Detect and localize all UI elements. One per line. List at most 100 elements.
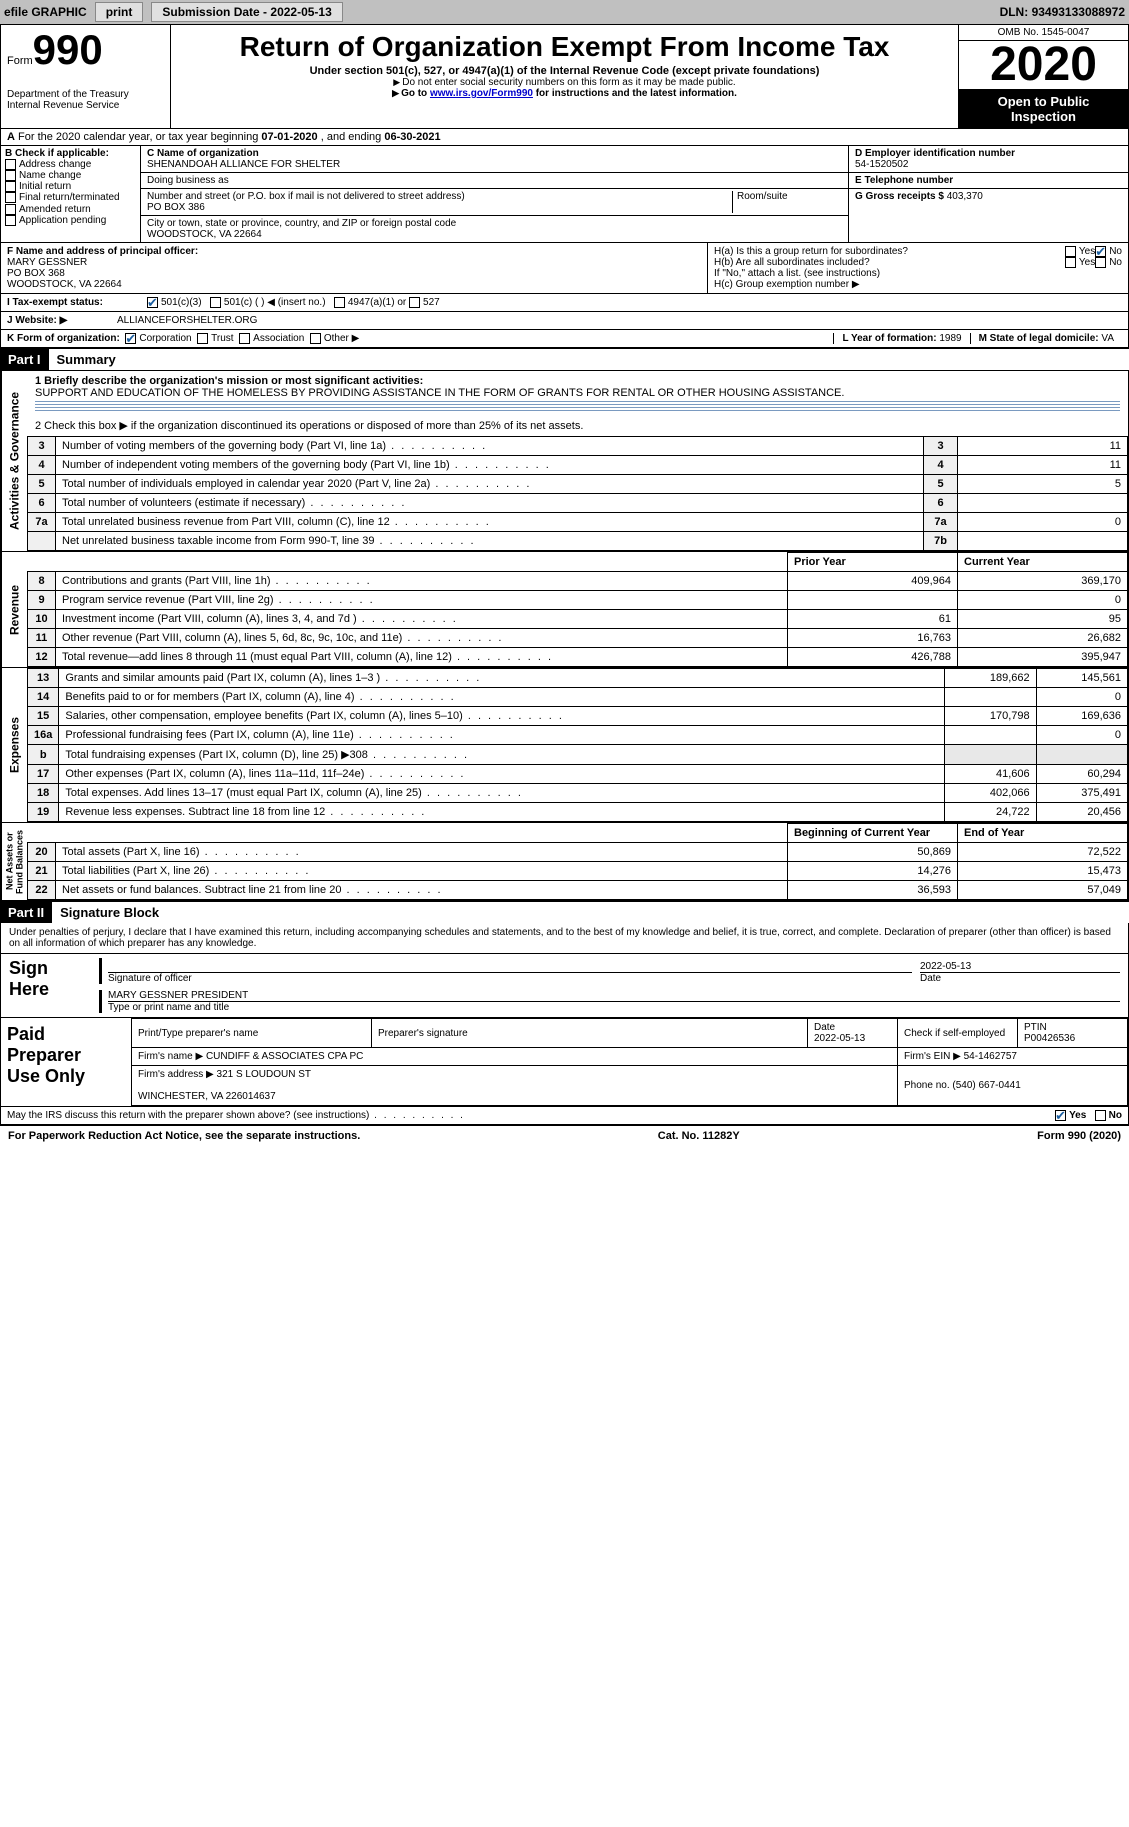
line-box: 4 [924, 456, 958, 475]
open-inspection: Open to Public Inspection [959, 90, 1128, 128]
line-desc: Total fundraising expenses (Part IX, col… [59, 745, 945, 765]
row-i: I Tax-exempt status: 501(c)(3) 501(c) ( … [0, 294, 1129, 312]
prior-val [945, 688, 1036, 707]
netassets-table: Beginning of Current Year End of Year 20… [27, 823, 1128, 900]
cb-527[interactable] [409, 297, 420, 308]
ein: 54-1520502 [855, 159, 1122, 170]
line-no: 3 [28, 437, 56, 456]
line-val [958, 532, 1128, 551]
prior-val: 189,662 [945, 669, 1036, 688]
signature-declaration: Under penalties of perjury, I declare th… [0, 923, 1129, 954]
cb-address-change[interactable] [5, 159, 16, 170]
org-street: PO BOX 386 [147, 202, 732, 213]
dln: DLN: 93493133088972 [1000, 5, 1125, 19]
col-c-org: C Name of organization SHENANDOAH ALLIAN… [141, 146, 848, 242]
line-val: 11 [958, 437, 1128, 456]
cb-name-change[interactable] [5, 170, 16, 181]
cb-amended[interactable] [5, 204, 16, 215]
org-name: SHENANDOAH ALLIANCE FOR SHELTER [147, 159, 842, 170]
line-no: 6 [28, 494, 56, 513]
curr-val: 60,294 [1036, 765, 1127, 784]
line-box: 5 [924, 475, 958, 494]
efile-topbar: efile GRAPHIC print Submission Date - 20… [0, 0, 1129, 24]
cb-assoc[interactable] [239, 333, 250, 344]
cb-may-yes[interactable] [1055, 1110, 1066, 1121]
prior-val: 24,722 [945, 803, 1036, 822]
line-desc: Contributions and grants (Part VIII, lin… [56, 572, 788, 591]
line-no: 17 [28, 765, 59, 784]
line-no: 11 [28, 629, 56, 648]
col-d-ein: D Employer identification number 54-1520… [848, 146, 1128, 242]
line-desc: Other revenue (Part VIII, column (A), li… [56, 629, 788, 648]
cb-ha-no[interactable] [1095, 246, 1106, 257]
prior-val: 409,964 [788, 572, 958, 591]
print-button[interactable]: print [95, 2, 144, 22]
form-subtitle: Under section 501(c), 527, or 4947(a)(1)… [177, 65, 952, 77]
note-goto: Go to www.irs.gov/Form990 for instructio… [177, 88, 952, 99]
row-k: K Form of organization: Corporation Trus… [0, 330, 1129, 348]
line-no: 5 [28, 475, 56, 494]
state-domicile: VA [1101, 333, 1114, 344]
officer-printed: MARY GESSNER PRESIDENT [108, 990, 1120, 1001]
part-ii-header: Part II Signature Block [0, 901, 1129, 923]
prior-val: 16,763 [788, 629, 958, 648]
cb-corp[interactable] [125, 333, 136, 344]
line-desc: Total number of volunteers (estimate if … [56, 494, 924, 513]
section-a-tax-year: A For the 2020 calendar year, or tax yea… [0, 129, 1129, 146]
may-discuss-row: May the IRS discuss this return with the… [0, 1107, 1129, 1125]
line-desc: Program service revenue (Part VIII, line… [56, 591, 788, 610]
line-val [958, 494, 1128, 513]
efile-label: efile GRAPHIC [4, 5, 87, 19]
cb-trust[interactable] [197, 333, 208, 344]
part-i-expenses: Expenses 13 Grants and similar amounts p… [0, 668, 1129, 823]
irs-link[interactable]: www.irs.gov/Form990 [430, 88, 533, 99]
prior-val: 14,276 [788, 862, 958, 881]
cb-501c3[interactable] [147, 297, 158, 308]
submission-date: Submission Date - 2022-05-13 [151, 2, 342, 22]
header-grid: B Check if applicable: Address change Na… [0, 146, 1129, 243]
line-desc: Total number of individuals employed in … [56, 475, 924, 494]
cb-other[interactable] [310, 333, 321, 344]
cb-hb-yes[interactable] [1065, 257, 1076, 268]
prior-val: 170,798 [945, 707, 1036, 726]
line-desc: Investment income (Part VIII, column (A)… [56, 610, 788, 629]
line-desc: Professional fundraising fees (Part IX, … [59, 726, 945, 745]
line-desc: Revenue less expenses. Subtract line 18 … [59, 803, 945, 822]
line-box: 7b [924, 532, 958, 551]
line-desc: Other expenses (Part IX, column (A), lin… [59, 765, 945, 784]
line-desc: Number of independent voting members of … [56, 456, 924, 475]
firm-ein: 54-1462757 [964, 1051, 1017, 1062]
curr-val: 0 [958, 591, 1128, 610]
line-box: 6 [924, 494, 958, 513]
line-desc: Total assets (Part X, line 16) [56, 843, 788, 862]
org-city: WOODSTOCK, VA 22664 [147, 229, 842, 240]
cb-hb-no[interactable] [1095, 257, 1106, 268]
cb-may-no[interactable] [1095, 1110, 1106, 1121]
cb-ha-yes[interactable] [1065, 246, 1076, 257]
cb-initial-return[interactable] [5, 181, 16, 192]
curr-val: 20,456 [1036, 803, 1127, 822]
line-box: 7a [924, 513, 958, 532]
line-desc: Benefits paid to or for members (Part IX… [59, 688, 945, 707]
form-header: Form990 Department of the Treasury Inter… [0, 24, 1129, 129]
line-no: 18 [28, 784, 59, 803]
dept-label: Department of the Treasury Internal Reve… [7, 89, 164, 111]
form-ref: Form 990 (2020) [1037, 1130, 1121, 1142]
cb-4947[interactable] [334, 297, 345, 308]
line-no [28, 532, 56, 551]
cb-final-return[interactable] [5, 192, 16, 203]
prior-val: 426,788 [788, 648, 958, 667]
prior-val [788, 591, 958, 610]
cb-app-pending[interactable] [5, 215, 16, 226]
label-activities-governance: Activities & Governance [1, 371, 27, 551]
cb-501c[interactable] [210, 297, 221, 308]
line-val: 5 [958, 475, 1128, 494]
label-net-assets: Net Assets or Fund Balances [1, 823, 27, 900]
line-desc: Net unrelated business taxable income fr… [56, 532, 924, 551]
ptin: P00426536 [1024, 1033, 1075, 1044]
curr-val: 26,682 [958, 629, 1128, 648]
part-i-governance: Activities & Governance 1 Briefly descri… [0, 370, 1129, 552]
line-no: 13 [28, 669, 59, 688]
line-desc: Total liabilities (Part X, line 26) [56, 862, 788, 881]
line-val: 0 [958, 513, 1128, 532]
